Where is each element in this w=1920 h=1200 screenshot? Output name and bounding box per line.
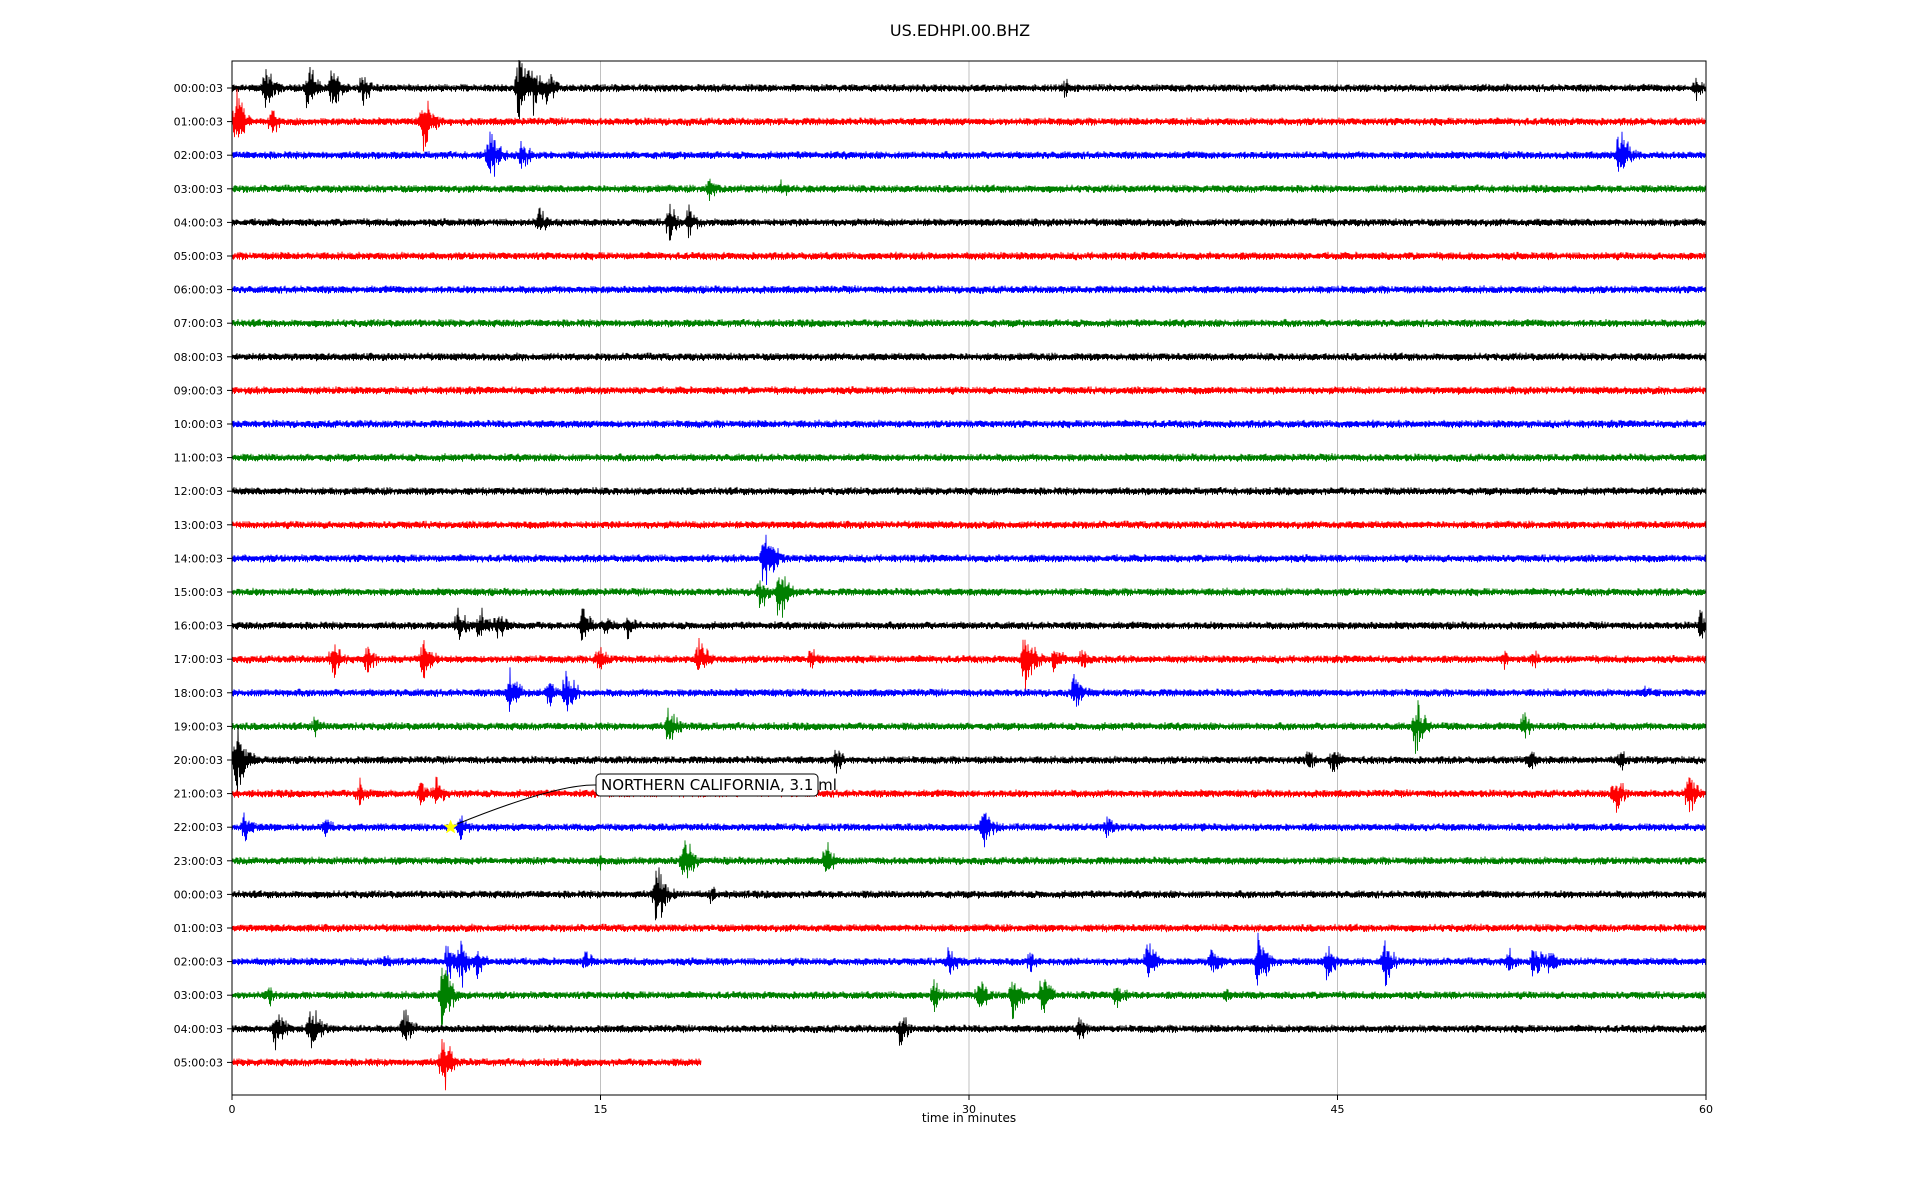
x-tick-label-15: 15 xyxy=(594,1103,608,1116)
row-time-label: 12:00:03 xyxy=(174,485,223,498)
trace-row-29 xyxy=(231,1038,702,1091)
chart-title: US.EDHPI.00.BHZ xyxy=(890,21,1030,40)
row-time-label: 02:00:03 xyxy=(174,149,223,162)
annotation-box xyxy=(595,773,819,797)
row-time-label: 20:00:03 xyxy=(174,754,223,767)
annotation-text: NORTHERN CALIFORNIA, 3.1 ml xyxy=(601,776,837,794)
trace-row-13 xyxy=(231,520,1707,530)
x-axis-ticks: 0 15 30 45 60 xyxy=(229,1095,1713,1116)
x-tick-label-45: 45 xyxy=(1331,1103,1345,1116)
seismic-traces xyxy=(231,59,1707,1091)
row-time-label: 23:00:03 xyxy=(174,855,223,868)
row-time-label: 03:00:03 xyxy=(174,989,223,1002)
row-time-label: 11:00:03 xyxy=(174,452,223,465)
trace-row-23 xyxy=(231,840,1707,879)
row-time-label: 02:00:03 xyxy=(174,956,223,969)
trace-row-19 xyxy=(231,700,1707,754)
trace-row-27 xyxy=(231,967,1707,1027)
x-tick-label-30: 30 xyxy=(962,1103,976,1116)
event-star-marker xyxy=(443,819,458,834)
plot-frame xyxy=(231,60,1707,1096)
trace-row-6 xyxy=(231,285,1707,294)
row-time-label: 22:00:03 xyxy=(174,821,223,834)
row-time-label: 09:00:03 xyxy=(174,384,223,397)
trace-row-14 xyxy=(231,534,1707,586)
trace-row-7 xyxy=(231,318,1707,328)
trace-row-12 xyxy=(231,486,1707,496)
row-time-label: 04:00:03 xyxy=(174,216,223,229)
row-time-label: 01:00:03 xyxy=(174,922,223,935)
row-time-labels: 00:00:03 01:00:03 02:00:03 03:00:03 04:00:03… xyxy=(174,82,232,1069)
trace-row-8 xyxy=(231,352,1707,362)
trace-row-3 xyxy=(231,178,1707,202)
trace-row-2 xyxy=(231,131,1707,177)
row-time-label: 05:00:03 xyxy=(174,250,223,263)
trace-row-11 xyxy=(231,453,1707,462)
x-tick-label-60: 60 xyxy=(1699,1103,1713,1116)
row-time-label: 21:00:03 xyxy=(174,788,223,801)
trace-row-15 xyxy=(231,576,1707,618)
row-time-label: 14:00:03 xyxy=(174,552,223,565)
row-time-label: 06:00:03 xyxy=(174,284,223,297)
event-annotation: NORTHERN CALIFORNIA, 3.1 ml xyxy=(443,773,837,834)
trace-row-24 xyxy=(231,867,1707,921)
grid-lines xyxy=(600,61,1338,1095)
row-time-label: 01:00:03 xyxy=(174,116,223,129)
row-time-label: 13:00:03 xyxy=(174,519,223,532)
trace-row-26 xyxy=(231,932,1707,988)
row-time-label: 00:00:03 xyxy=(174,888,223,901)
row-time-label: 19:00:03 xyxy=(174,720,223,733)
row-time-label: 18:00:03 xyxy=(174,687,223,700)
trace-row-22 xyxy=(231,812,1707,848)
trace-row-1 xyxy=(231,88,1707,152)
trace-row-18 xyxy=(231,667,1707,712)
trace-row-16 xyxy=(231,607,1707,641)
row-time-label: 00:00:03 xyxy=(174,82,223,95)
trace-row-10 xyxy=(231,419,1707,429)
x-axis-label: time in minutes xyxy=(922,1111,1016,1125)
row-time-label: 07:00:03 xyxy=(174,317,223,330)
trace-row-9 xyxy=(231,386,1707,395)
trace-row-25 xyxy=(231,923,1707,933)
trace-row-4 xyxy=(231,203,1707,241)
trace-row-28 xyxy=(231,1009,1707,1051)
row-time-label: 16:00:03 xyxy=(174,620,223,633)
trace-row-5 xyxy=(231,251,1707,261)
trace-row-0 xyxy=(231,59,1707,120)
row-time-label: 04:00:03 xyxy=(174,1023,223,1036)
row-time-label: 17:00:03 xyxy=(174,653,223,666)
trace-row-20 xyxy=(231,724,1707,796)
row-time-label: 03:00:03 xyxy=(174,183,223,196)
trace-row-17 xyxy=(231,637,1707,690)
row-time-label: 05:00:03 xyxy=(174,1056,223,1069)
annotation-leader-line xyxy=(456,784,597,825)
row-time-label: 15:00:03 xyxy=(174,586,223,599)
row-time-label: 10:00:03 xyxy=(174,418,223,431)
row-time-label: 08:00:03 xyxy=(174,351,223,364)
x-tick-label-0: 0 xyxy=(229,1103,236,1116)
trace-row-21 xyxy=(231,776,1707,813)
